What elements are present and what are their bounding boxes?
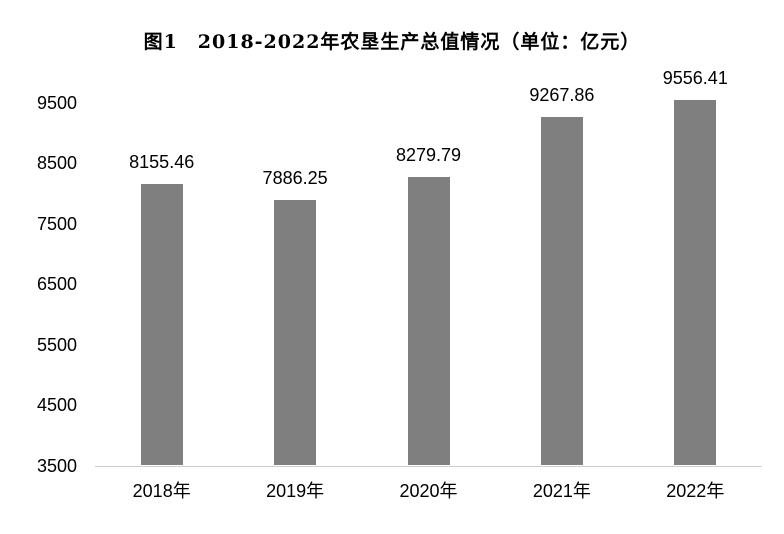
bar-value-label: 8279.79 [395,144,462,165]
bar-value-label: 9556.41 [662,67,728,88]
bar-value-label: 9267.86 [529,85,595,106]
bar-2021年 [540,117,583,465]
x-axis-category-label: 2019年 [266,481,325,501]
y-axis-tick-label: 5500 [36,334,77,355]
x-axis-category-label: 2021年 [532,481,591,501]
y-axis-tick-label: 6500 [36,274,77,295]
y-axis-tick-label: 4500 [36,395,77,416]
bar-2018年 [140,184,183,465]
bar-value-label: 8155.46 [129,152,195,173]
x-axis-line [95,466,762,467]
chart-title: 图1 2018-2022年农垦生产总值情况（单位：亿元） [143,31,641,53]
x-axis-category-label: 2018年 [132,481,191,501]
x-axis-category-label: 2020年 [399,481,458,501]
bar-2019年 [274,200,317,465]
y-axis-tick-label: 3500 [36,455,77,476]
y-axis-tick-label: 9500 [36,93,77,113]
bar-2020年 [407,176,450,465]
y-axis-tick-label: 7500 [36,213,77,234]
y-axis-tick-label: 8500 [36,153,77,174]
bar-2022年 [674,99,717,465]
x-axis-category-label: 2022年 [666,481,725,501]
bar-value-label: 7886.25 [262,168,328,189]
